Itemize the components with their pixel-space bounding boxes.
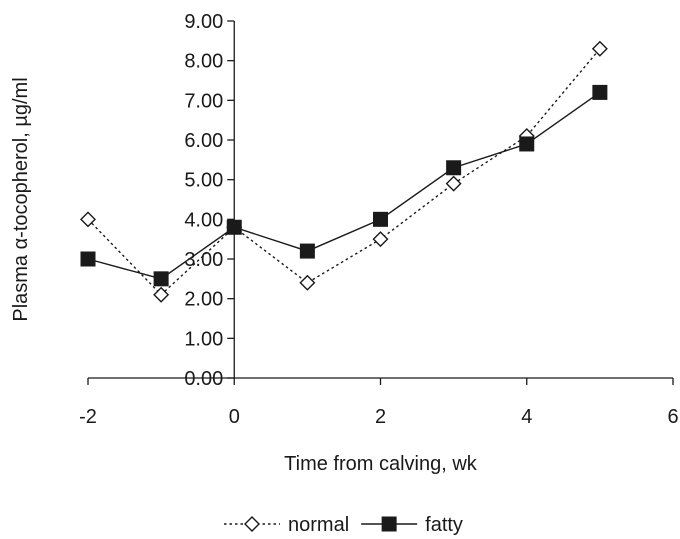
data-point-fatty [226, 219, 242, 235]
data-point-fatty [446, 160, 462, 176]
legend-label-fatty: fatty [425, 514, 463, 536]
y-tick-label: 3.00 [184, 249, 223, 271]
x-tick-label: 2 [375, 406, 386, 428]
x-axis-title: Time from calving, wk [284, 453, 478, 475]
x-tick-label: 4 [521, 406, 532, 428]
data-point-fatty [373, 211, 388, 227]
legend-item-normal: normal [224, 514, 349, 536]
y-tick-label: 4.00 [184, 209, 223, 231]
data-point-fatty [153, 271, 169, 287]
series-line-normal [87, 48, 601, 296]
x-tick-label: -2 [79, 406, 97, 428]
legend-label-normal: normal [288, 514, 349, 536]
data-point-normal [299, 274, 316, 291]
legend-marker-normal [244, 516, 260, 532]
data-point-fatty [299, 243, 315, 259]
y-tick-label: 5.00 [184, 170, 223, 192]
y-tick-label: 1.00 [184, 328, 223, 350]
legend-marker-fatty [381, 516, 397, 532]
y-tick-label: 9.00 [184, 11, 223, 33]
x-axis-ticks: -2 0 2 4 6 [79, 378, 679, 428]
y-axis-ticks: 0.00 1.00 2.00 3.00 4.00 5.00 6.00 7.00 8.00 9.00 [184, 11, 235, 390]
legend: normal fatty [224, 514, 463, 536]
y-tick-label: 2.00 [184, 289, 223, 311]
series-normal [80, 40, 608, 303]
y-axis-title: Plasma α-tocopherol, µg/ml [10, 77, 32, 321]
x-tick-label: 0 [229, 406, 240, 428]
data-point-normal [372, 231, 389, 248]
data-point-fatty [519, 136, 535, 152]
series-fatty [80, 84, 608, 287]
y-tick-label: 8.00 [184, 51, 223, 73]
y-tick-label: 6.00 [184, 130, 223, 152]
data-point-normal [80, 211, 96, 228]
x-tick-label: 6 [667, 406, 678, 428]
data-point-fatty [592, 84, 608, 100]
series-layer [80, 40, 608, 303]
data-point-fatty [80, 251, 96, 267]
series-line-fatty [87, 91, 601, 280]
data-point-normal [153, 286, 170, 303]
legend-item-fatty: fatty [361, 514, 463, 536]
y-tick-label: 0.00 [184, 368, 223, 390]
data-point-normal [445, 175, 462, 192]
y-tick-label: 7.00 [184, 90, 223, 112]
data-point-normal [591, 40, 608, 57]
